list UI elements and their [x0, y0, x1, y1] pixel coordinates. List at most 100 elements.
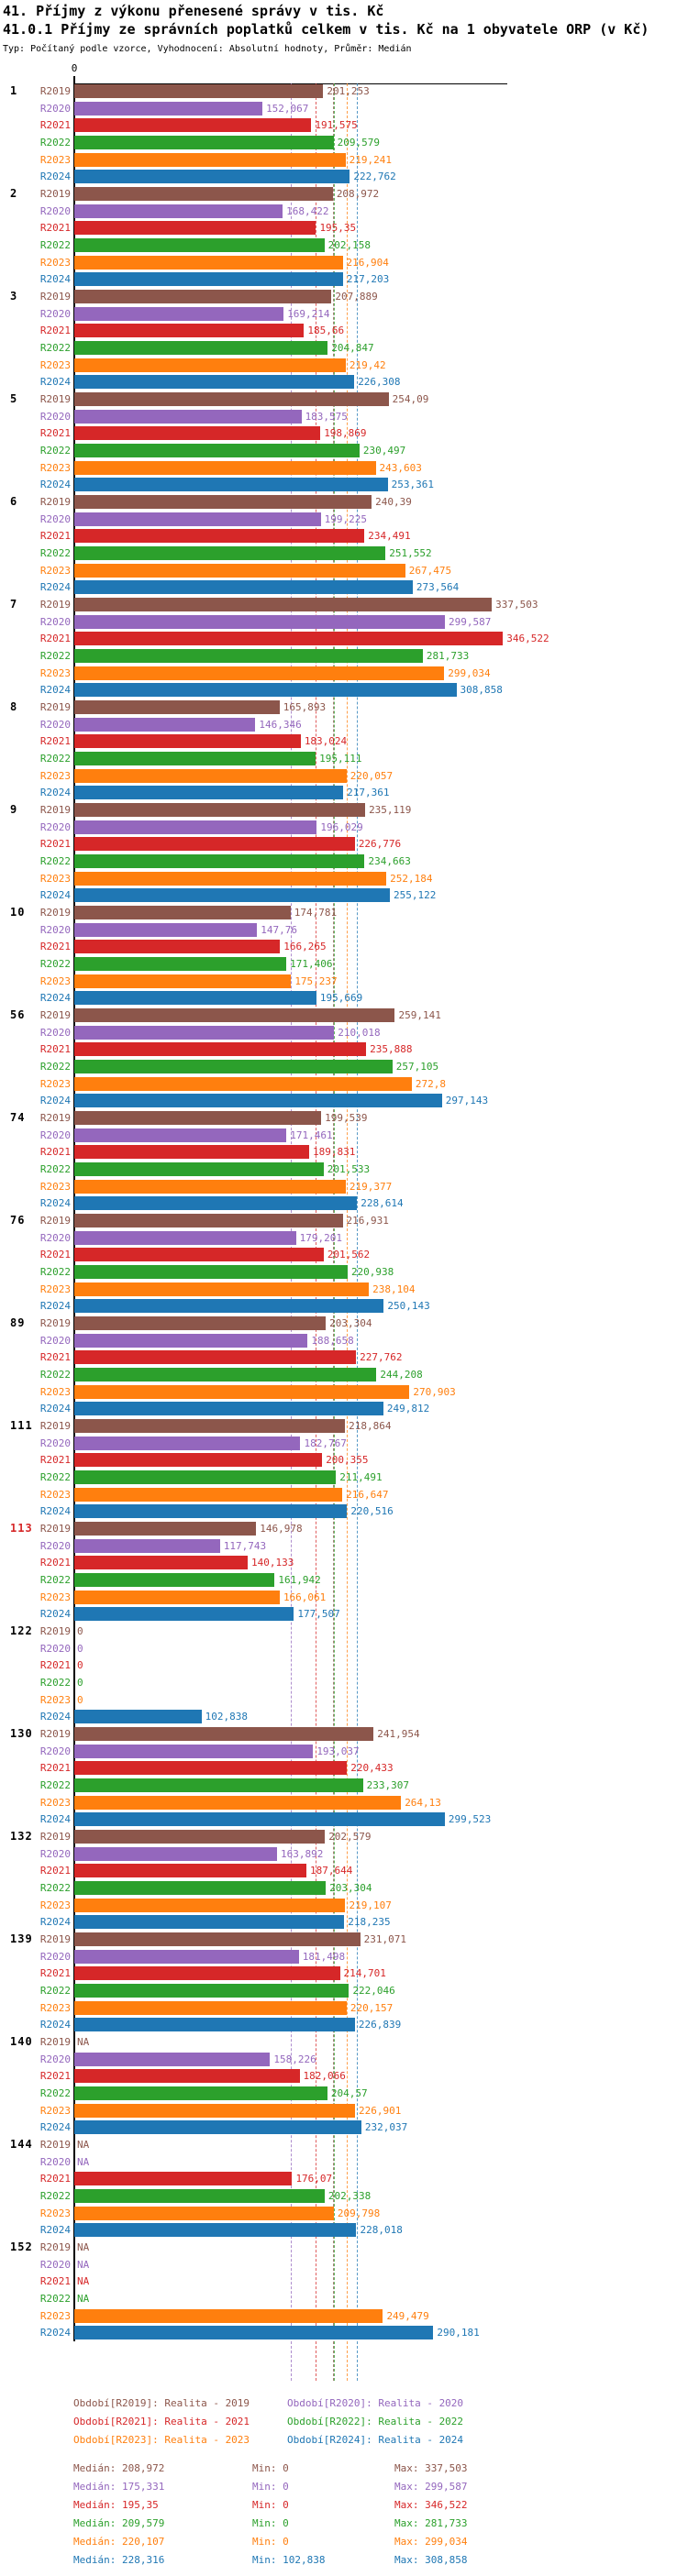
bar: [74, 700, 280, 714]
bar-value-label: 201,562: [327, 1249, 371, 1261]
bar: [74, 683, 457, 698]
year-label: R2021: [39, 1762, 71, 1775]
bar: [74, 1470, 337, 1484]
year-label: R2020: [39, 307, 71, 320]
bar: [74, 1983, 350, 1998]
bar-row: R2021 140,133: [0, 1556, 688, 1570]
bar-value-label: 187,644: [310, 1865, 353, 1877]
bar-value-label: 0: [77, 1693, 83, 1706]
year-label: R2024: [39, 1095, 71, 1107]
bar-value-label: 254,09: [392, 393, 429, 405]
bar: [74, 2188, 325, 2203]
bar-value-label: 244,208: [380, 1368, 423, 1381]
bar-value-label: 210,018: [338, 1026, 381, 1039]
year-label: R2020: [39, 820, 71, 833]
year-label: R2022: [39, 2086, 71, 2099]
year-label: R2021: [39, 427, 71, 440]
bar: [74, 84, 324, 98]
bar-value-label: 235,888: [370, 1043, 413, 1056]
bar-value-label: 222,762: [353, 171, 396, 183]
bar-row: R2024 250,143: [0, 1299, 688, 1314]
year-label: R2021: [39, 735, 71, 748]
bar: [74, 1607, 294, 1622]
year-label: R2023: [39, 153, 71, 166]
bar-row: R2023 219,107: [0, 1898, 688, 1912]
bar-row: R2021 198,869: [0, 426, 688, 441]
bar-value-label: 253,361: [391, 479, 435, 491]
group-label: 74: [10, 1111, 26, 1124]
bar-value-label: 220,057: [350, 769, 394, 782]
bar-row: R2019 241,954: [0, 1727, 688, 1741]
bar-row: R2022 233,307: [0, 1778, 688, 1792]
bar: [74, 1214, 343, 1227]
bar-row: R2019 174,781: [0, 906, 688, 919]
year-label: R2019: [39, 701, 71, 713]
bar-row: R2019 208,972: [0, 187, 688, 201]
year-label: R2023: [39, 872, 71, 885]
bar-row: R2021 214,701: [0, 1966, 688, 1981]
bar: [74, 803, 366, 817]
bar-row: R2023 243,603: [0, 460, 688, 475]
bar: [74, 1436, 301, 1450]
bar-row: R2022 195,111: [0, 751, 688, 765]
bar-value-label: 219,42: [349, 358, 386, 371]
year-label: R2020: [39, 1231, 71, 1244]
bar-value-label: 273,564: [416, 581, 460, 594]
bar-value-label: 220,157: [350, 2001, 394, 2014]
year-label: R2023: [39, 1796, 71, 1809]
bar-row: R2019 199,539: [0, 1111, 688, 1125]
year-label: R2021: [39, 1659, 71, 1672]
bar-value-label: 146,978: [260, 1523, 303, 1535]
bar: [74, 1299, 384, 1314]
bar-row: R2020 117,743: [0, 1538, 688, 1553]
bar: [74, 614, 445, 629]
year-label: R2022: [39, 1778, 71, 1791]
bar: [74, 1487, 343, 1502]
year-label: R2022: [39, 2189, 71, 2202]
bar: [74, 1367, 377, 1382]
bar-row: R2024 290,181: [0, 2326, 688, 2340]
bar: [74, 1966, 340, 1981]
year-label: R2021: [39, 1865, 71, 1877]
year-label: R2021: [39, 119, 71, 132]
legend-item: Období[R2020]: Realita - 2020: [287, 2397, 464, 2409]
bar-value-label: 217,203: [346, 273, 390, 286]
bar-value-label: 181,498: [302, 1950, 346, 1963]
bar-value-label: 201,533: [327, 1162, 371, 1175]
year-label: R2024: [39, 1403, 71, 1415]
bar-value-label: 195,669: [319, 992, 363, 1005]
bar-row: R2019 218,864: [0, 1419, 688, 1433]
year-label: R2022: [39, 1265, 71, 1278]
bar: [74, 1111, 322, 1125]
bar-value-label: 243,603: [379, 461, 422, 474]
bar-row: R2021 187,644: [0, 1864, 688, 1878]
group-label: 130: [10, 1727, 33, 1740]
year-label: R2022: [39, 1162, 71, 1175]
bar-row: R2024 297,143: [0, 1094, 688, 1108]
bar-value-label: 198,869: [324, 427, 367, 440]
year-label: R2020: [39, 410, 71, 423]
year-label: R2020: [39, 1642, 71, 1655]
year-label: R2020: [39, 1437, 71, 1449]
bar-value-label: NA: [77, 2155, 90, 2168]
year-label: R2022: [39, 2292, 71, 2305]
bar: [74, 1282, 370, 1296]
year-label: R2020: [39, 2053, 71, 2065]
bar: [74, 1846, 278, 1861]
bar-value-label: 166,061: [283, 1591, 327, 1603]
bar: [74, 2103, 355, 2118]
bar: [74, 1761, 348, 1776]
bar-row: R2021 185,66: [0, 324, 688, 338]
bar-row: R2021 0: [0, 1658, 688, 1672]
stat-min: Min: 0: [252, 2536, 289, 2548]
year-label: R2019: [39, 1215, 71, 1227]
year-label: R2019: [39, 1728, 71, 1740]
bar-value-label: 193,037: [316, 1745, 360, 1757]
year-label: R2019: [39, 907, 71, 919]
bar-value-label: 0: [77, 1676, 83, 1689]
year-label: R2024: [39, 1505, 71, 1518]
bar: [74, 1128, 287, 1142]
year-label: R2024: [39, 273, 71, 286]
year-label: R2022: [39, 1368, 71, 1381]
year-label: R2021: [39, 2275, 71, 2288]
